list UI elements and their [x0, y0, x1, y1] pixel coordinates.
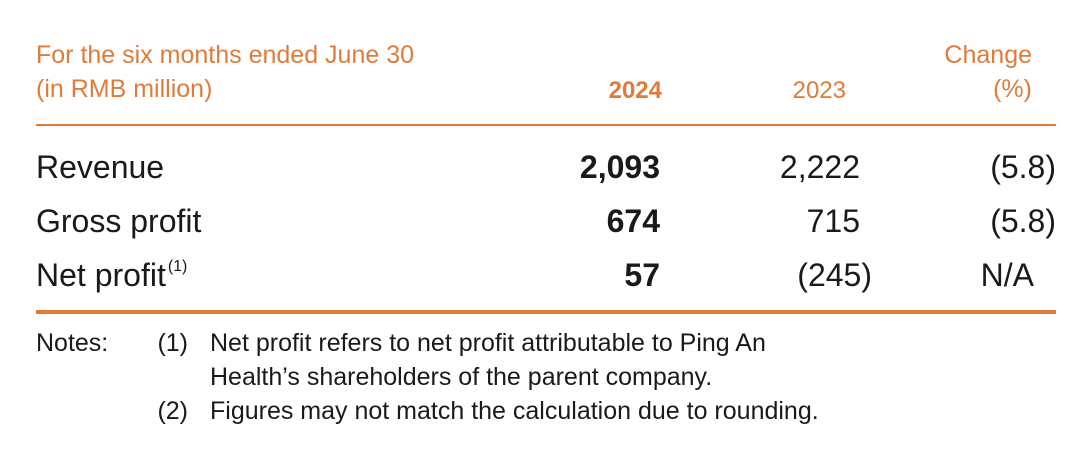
- row-label-text: Gross profit: [36, 203, 202, 239]
- row-label: Net profit (1): [36, 248, 466, 302]
- column-header-2023: 2023: [792, 77, 846, 104]
- table-row: Revenue 2,093 2,222 (5.8): [36, 140, 1056, 194]
- note-text: Figures may not match the calculation du…: [210, 397, 819, 425]
- unit-label: (in RMB million): [36, 75, 213, 103]
- value-2024: 57: [624, 257, 660, 293]
- financial-summary-table: For the six months ended June 30 (in RMB…: [36, 36, 1056, 446]
- column-header-change-line1: Change: [944, 41, 1032, 69]
- note-number: (1): [157, 329, 188, 357]
- row-label: Gross profit: [36, 194, 466, 248]
- value-change: (5.8): [990, 203, 1056, 239]
- notes-lead: Notes:: [36, 329, 109, 357]
- column-header-2024: 2024: [608, 77, 662, 104]
- notes-section: Notes: (1) Net profit refers to net prof…: [36, 326, 1056, 446]
- table-row: Net profit (1) 57 (245) N/A: [36, 248, 1056, 302]
- data-table: Revenue 2,093 2,222 (5.8) Gross profit 6…: [36, 140, 1056, 302]
- column-header-change-line2: (%): [993, 75, 1032, 103]
- value-2024: 2,093: [579, 149, 660, 185]
- value-change: (5.8): [990, 149, 1056, 185]
- value-2023: (245): [660, 248, 872, 302]
- value-change: N/A: [860, 248, 1056, 302]
- value-change-text: N/A: [980, 257, 1034, 293]
- table-bottom-rule: [36, 310, 1056, 314]
- column-header-change: Change (%): [944, 38, 1032, 106]
- value-2023: 715: [806, 203, 860, 239]
- table-row: Gross profit 674 715 (5.8): [36, 194, 1056, 248]
- note-text-continuation: Health’s shareholders of the parent comp…: [210, 363, 713, 391]
- row-label-text: Net profit: [36, 257, 166, 293]
- note-text: Net profit refers to net profit attribut…: [210, 329, 766, 357]
- period-label: For the six months ended June 30 (in RMB…: [36, 38, 414, 106]
- value-2023-text: (245): [797, 257, 872, 293]
- row-label: Revenue: [36, 140, 466, 194]
- value-2024: 674: [606, 203, 660, 239]
- period-label-line1: For the six months ended June 30: [36, 41, 415, 69]
- footnote-marker: (1): [167, 258, 188, 275]
- header-divider: [36, 124, 1056, 126]
- note-number: (2): [157, 397, 188, 425]
- value-2023: 2,222: [779, 149, 860, 185]
- row-label-text: Revenue: [36, 149, 165, 185]
- table-header: For the six months ended June 30 (in RMB…: [36, 36, 1056, 124]
